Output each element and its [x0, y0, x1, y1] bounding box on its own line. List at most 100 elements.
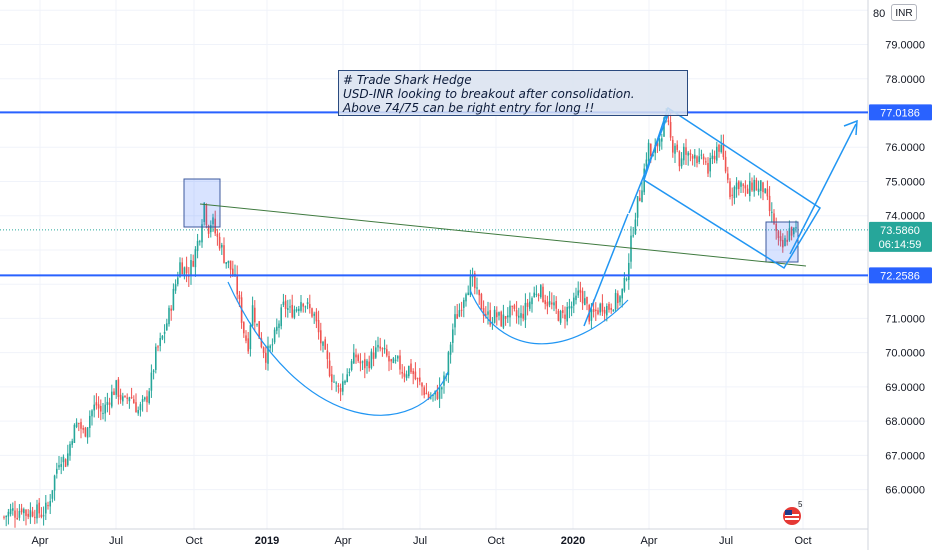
candle-body [322, 341, 324, 346]
candle-body [366, 360, 368, 367]
candle-body [711, 155, 714, 159]
candle-body [313, 313, 315, 316]
candle-body [575, 295, 577, 301]
candle-body [27, 513, 29, 517]
candle-body [62, 456, 65, 463]
candle-body [586, 297, 588, 304]
candle-body [683, 146, 685, 161]
candle-body [357, 355, 359, 361]
candle-body [696, 156, 698, 164]
candle-body [306, 302, 309, 305]
candle-body [47, 505, 49, 507]
candle-body [795, 227, 797, 229]
y-tick-label: 68.0000 [885, 416, 925, 428]
candle-body [707, 162, 709, 174]
candle-body [9, 508, 12, 515]
candle-body [485, 313, 487, 316]
candle-body [331, 374, 333, 382]
candle-body [333, 381, 335, 383]
candle-body [687, 152, 689, 156]
candle-body [267, 345, 269, 364]
candle-body [786, 239, 788, 242]
drawings [183, 106, 858, 416]
x-tick-label: Apr [31, 535, 48, 547]
candle-body [698, 156, 700, 163]
candle-body [16, 518, 18, 520]
breakout-projection-line [789, 123, 857, 255]
x-tick-label: Jul [413, 535, 427, 547]
candle-body [315, 311, 318, 322]
candle-body [260, 338, 263, 348]
candle-body [73, 424, 76, 443]
candle-body [179, 262, 181, 277]
candle-body [452, 329, 454, 343]
candle-body [507, 315, 509, 318]
candle-body [414, 371, 417, 380]
candle-body [410, 363, 412, 373]
candle-body [284, 300, 287, 309]
candle-body [251, 305, 254, 326]
x-tick-label: 2019 [255, 535, 279, 547]
currency-label[interactable]: INR [891, 4, 917, 21]
candle-body [427, 394, 430, 399]
candle-body [271, 344, 274, 346]
candle-body [773, 213, 775, 225]
candle-body [207, 225, 210, 234]
candle-body [544, 300, 546, 305]
candle-body [390, 359, 392, 362]
candle-body [729, 181, 731, 197]
candle-body [771, 211, 773, 213]
candle-body [53, 475, 56, 491]
candle-body [702, 156, 705, 160]
candle-body [735, 182, 738, 190]
candle-body [177, 277, 179, 285]
candle-body [658, 139, 661, 147]
candle-body [247, 338, 249, 352]
candle-body [201, 224, 203, 243]
candle-body [71, 441, 73, 445]
candle-body [522, 313, 524, 319]
candle-body [34, 516, 36, 518]
trendline [199, 203, 807, 267]
candle-body [291, 304, 293, 318]
candle-body [474, 273, 476, 289]
x-tick-label: Oct [185, 535, 202, 547]
candle-body [553, 302, 555, 306]
candle-body [419, 377, 421, 382]
candle-body [566, 306, 568, 322]
candle-body [476, 287, 478, 289]
candle-body [102, 412, 104, 414]
candle-body [722, 143, 725, 158]
candle-body [146, 396, 148, 403]
candle-body [190, 259, 192, 276]
y-tick-label: 79.0000 [885, 40, 925, 52]
candle-body [500, 311, 502, 327]
trade-note-annotation: # Trade Shark Hedge USD-INR looking to b… [338, 70, 688, 116]
candle-body [381, 348, 384, 350]
candle-body [555, 301, 557, 309]
candle-body [163, 331, 166, 334]
breakout-arrowhead [843, 119, 858, 136]
candle-body [377, 344, 379, 348]
candle-body [502, 314, 505, 328]
candle-body [386, 349, 388, 356]
candle-body [610, 307, 612, 310]
candle-body [663, 117, 665, 137]
candle-body [674, 145, 676, 154]
candle-body [243, 322, 245, 334]
candle-body [709, 157, 711, 172]
candle-body [680, 158, 683, 167]
candle-body [67, 453, 69, 466]
candle-body [289, 306, 291, 308]
candle-body [113, 391, 115, 395]
candle-body [777, 231, 780, 239]
candle-body [460, 309, 463, 311]
candle-body [185, 266, 188, 274]
candle-body [5, 516, 7, 518]
candle-body [254, 307, 256, 323]
candle-body [753, 179, 755, 192]
candle-body [742, 184, 744, 186]
candle-body [694, 154, 696, 159]
candle-body [612, 309, 615, 312]
candle-body [447, 352, 450, 376]
